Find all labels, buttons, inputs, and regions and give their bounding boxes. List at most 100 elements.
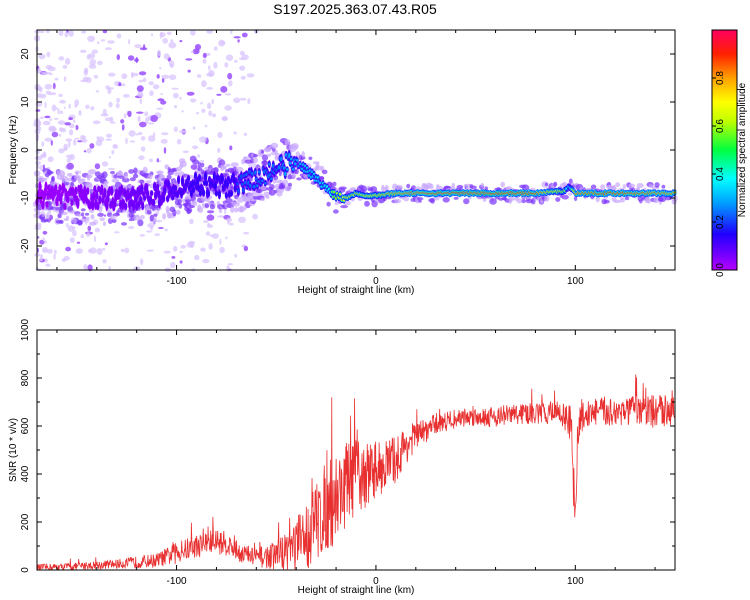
ridge-band-mid — [134, 196, 138, 203]
noise-speckle — [241, 32, 248, 38]
ridge-band-mid — [92, 192, 96, 200]
ridge-halo — [253, 157, 259, 164]
ridge-halo — [430, 197, 435, 204]
noise-speckle — [170, 39, 174, 43]
noise-speckle — [52, 82, 56, 90]
ridge-band-inner — [261, 179, 264, 183]
ridge-halo — [186, 207, 193, 214]
ridge-halo — [417, 197, 424, 201]
noise-speckle — [208, 72, 214, 77]
ridge-halo — [613, 199, 622, 204]
ridge-halo — [287, 182, 292, 187]
ridge-halo — [197, 166, 203, 172]
ridge-band-inner — [264, 181, 267, 185]
noise-speckle — [102, 108, 107, 116]
noise-speckle — [228, 222, 234, 226]
noise-speckle — [44, 137, 53, 142]
noise-speckle — [64, 31, 69, 38]
ridge-halo — [350, 187, 357, 191]
noise-speckle — [90, 106, 95, 111]
ridge-halo — [394, 184, 403, 191]
noise-speckle — [44, 115, 51, 119]
noise-speckle — [62, 64, 68, 69]
noise-speckle — [41, 141, 45, 147]
ridge-band-mid — [76, 199, 80, 208]
noise-speckle — [149, 225, 154, 231]
noise-speckle — [138, 79, 144, 83]
noise-speckle — [225, 54, 234, 61]
noise-speckle — [120, 248, 125, 253]
noise-speckle — [238, 216, 247, 223]
ridge-band-inner — [236, 182, 239, 186]
ridge-halo — [553, 181, 558, 187]
ridge-band-mid — [74, 187, 78, 194]
figure-title: S197.2025.363.07.43.R05 — [273, 1, 437, 17]
ridge-band-inner — [304, 164, 307, 168]
ridge-band-inner — [292, 168, 295, 171]
noise-speckle — [161, 77, 165, 83]
noise-speckle — [68, 117, 73, 121]
noise-speckle — [190, 98, 197, 103]
ridge-halo — [555, 197, 561, 202]
noise-speckle — [196, 111, 200, 115]
noise-speckle — [64, 122, 71, 126]
ridge-band-mid — [96, 203, 100, 210]
ridge-band-inner — [251, 171, 254, 176]
colorbar-gradient — [712, 30, 737, 270]
noise-speckle — [69, 129, 74, 136]
noise-speckle — [95, 90, 100, 93]
noise-speckle — [44, 71, 52, 75]
ridge-halo — [177, 198, 182, 205]
noise-speckle — [55, 107, 59, 110]
ridge-halo — [261, 154, 269, 161]
colorbar: 0.0 0.2 0.4 0.6 0.8 Normalized spectral ampl… — [711, 29, 748, 277]
noise-speckle — [74, 170, 82, 174]
ridge-halo — [88, 221, 97, 226]
ridge-halo — [661, 184, 666, 189]
spectrogram-y-tick-label: -10 — [20, 190, 31, 205]
ridge-halo — [120, 222, 128, 226]
ridge-band-mid — [45, 202, 49, 207]
ridge-halo — [255, 189, 263, 194]
ridge-halo — [111, 219, 117, 224]
ridge-band-mid — [120, 185, 124, 194]
noise-speckle — [212, 113, 216, 118]
noise-speckle — [229, 145, 233, 151]
ridge-halo — [544, 194, 550, 202]
noise-speckle — [194, 254, 200, 261]
ridge-halo — [192, 159, 199, 165]
ridge-halo — [308, 156, 313, 160]
ridge-halo — [110, 214, 115, 221]
noise-speckle — [64, 58, 71, 65]
noise-speckle — [238, 57, 246, 61]
ridge-halo — [75, 213, 83, 217]
noise-speckle — [44, 101, 47, 109]
noise-speckle — [151, 33, 153, 37]
noise-speckle — [156, 74, 160, 79]
noise-speckle — [68, 140, 71, 148]
noise-speckle — [116, 97, 120, 103]
noise-speckle — [121, 73, 128, 80]
noise-speckle — [86, 147, 92, 154]
noise-speckle — [179, 40, 183, 43]
ridge-band-inner — [245, 172, 248, 177]
noise-speckle — [176, 138, 182, 145]
noise-speckle — [239, 50, 245, 56]
noise-speckle — [152, 132, 156, 138]
noise-speckle — [87, 35, 95, 42]
noise-speckle — [113, 144, 116, 148]
ridge-band-mid — [213, 172, 216, 181]
noise-speckle — [224, 208, 227, 215]
noise-speckle — [111, 150, 115, 155]
noise-speckle — [74, 99, 80, 107]
noise-speckle — [48, 92, 57, 96]
noise-speckle — [58, 93, 63, 97]
spectrogram-x-tick-label: -100 — [167, 276, 187, 287]
ridge-halo — [66, 172, 73, 177]
noise-speckle — [51, 131, 59, 138]
ridge-band-mid — [202, 190, 205, 196]
noise-speckle — [139, 121, 147, 128]
ridge-band-inner — [258, 170, 261, 174]
snr-y-tick-label: 600 — [20, 417, 31, 434]
ridge-band-mid — [54, 185, 58, 191]
